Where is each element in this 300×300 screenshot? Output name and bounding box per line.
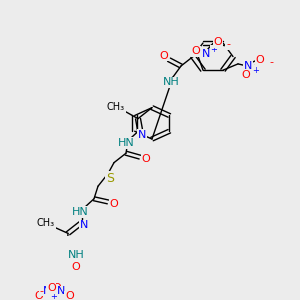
Text: HN: HN (118, 138, 134, 148)
Text: N: N (202, 50, 210, 59)
Text: O: O (72, 262, 80, 272)
Text: O: O (256, 55, 264, 65)
Text: +: + (51, 292, 58, 300)
Text: NH: NH (68, 250, 84, 260)
Text: N: N (138, 130, 146, 140)
Text: +: + (253, 66, 260, 75)
Text: NH: NH (163, 77, 179, 88)
Text: O: O (214, 37, 222, 47)
Text: O: O (52, 284, 61, 293)
Text: -: - (39, 286, 43, 296)
Text: +: + (211, 45, 218, 54)
Text: N: N (244, 61, 252, 71)
Text: HN: HN (72, 207, 88, 217)
Text: CH₃: CH₃ (107, 102, 125, 112)
Text: N: N (43, 286, 51, 296)
Text: -: - (65, 286, 69, 296)
Text: O: O (65, 291, 74, 300)
Text: S: S (106, 172, 114, 185)
Text: +: + (50, 292, 57, 300)
Text: O: O (160, 51, 168, 61)
Text: O: O (142, 154, 150, 164)
Text: -: - (226, 39, 230, 49)
Text: -: - (269, 57, 273, 67)
Text: N: N (57, 286, 65, 296)
Text: O: O (110, 199, 118, 209)
Text: O: O (34, 291, 43, 300)
Text: O: O (47, 284, 56, 293)
Text: CH₃: CH₃ (37, 218, 55, 228)
Text: O: O (192, 46, 200, 56)
Text: O: O (242, 70, 250, 80)
Text: N: N (80, 220, 88, 230)
